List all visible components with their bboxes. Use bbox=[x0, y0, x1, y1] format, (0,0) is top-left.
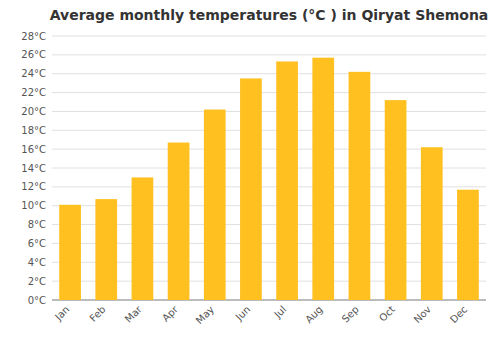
bar bbox=[421, 147, 443, 300]
y-tick-label: 6°C bbox=[28, 238, 46, 249]
bar bbox=[59, 205, 81, 300]
bar bbox=[204, 110, 226, 300]
grid-line bbox=[52, 73, 486, 74]
x-tick-label: Oct bbox=[377, 304, 397, 324]
bar bbox=[132, 177, 154, 300]
bar bbox=[312, 58, 334, 300]
x-tick-label: Jul bbox=[271, 304, 288, 321]
x-tick-label: Jun bbox=[233, 304, 253, 324]
y-tick-label: 28°C bbox=[21, 31, 46, 42]
y-tick-label: 18°C bbox=[21, 125, 46, 136]
y-tick-label: 24°C bbox=[21, 68, 46, 79]
grid-line bbox=[52, 54, 486, 55]
chart: Average monthly temperatures (°C ) in Qi… bbox=[0, 0, 500, 350]
bar bbox=[349, 72, 371, 300]
bar bbox=[457, 190, 479, 300]
x-tick-label: Aug bbox=[303, 304, 325, 326]
bar bbox=[385, 100, 407, 300]
bar bbox=[276, 61, 298, 300]
page: {"chart_data": {"type": "bar", "title": … bbox=[0, 0, 500, 350]
x-tick-label: Nov bbox=[412, 304, 434, 326]
x-axis: Jan Feb Mar Apr May Jun Jul Aug Sep Oct Nov Dec bbox=[52, 303, 469, 326]
y-axis: 0°C 2°C 4°C 6°C 8°C 10°C 12°C 14°C 16°C 18°C 20°C 2… bbox=[21, 31, 46, 306]
grid-line bbox=[52, 130, 486, 131]
y-tick-label: 8°C bbox=[28, 219, 46, 230]
chart-container: Average monthly temperatures (°C ) in Qi… bbox=[0, 0, 500, 350]
x-tick-label: Mar bbox=[123, 303, 145, 325]
y-tick-label: 16°C bbox=[21, 144, 46, 155]
x-tick-label: Apr bbox=[160, 303, 181, 324]
x-tick-label: Feb bbox=[87, 304, 107, 324]
x-tick-label: Jan bbox=[52, 304, 71, 323]
y-tick-label: 22°C bbox=[21, 87, 46, 98]
y-tick-label: 0°C bbox=[28, 295, 46, 306]
y-tick-label: 12°C bbox=[21, 181, 46, 192]
x-tick-label: May bbox=[194, 304, 216, 326]
grid-line bbox=[52, 111, 486, 112]
y-tick-label: 4°C bbox=[28, 257, 46, 268]
bar bbox=[95, 199, 117, 300]
y-tick-label: 10°C bbox=[21, 200, 46, 211]
y-tick-label: 26°C bbox=[21, 49, 46, 60]
x-tick-label: Dec bbox=[448, 304, 469, 325]
y-tick-label: 2°C bbox=[28, 276, 46, 287]
x-tick-label: Sep bbox=[340, 304, 361, 325]
grid-line bbox=[52, 92, 486, 93]
grid-line bbox=[52, 36, 486, 37]
y-tick-label: 14°C bbox=[21, 163, 46, 174]
title: Average monthly temperatures (°C ) in Qi… bbox=[50, 7, 489, 23]
y-tick-label: 20°C bbox=[21, 106, 46, 117]
bar bbox=[168, 143, 190, 300]
bars bbox=[59, 58, 479, 300]
grid bbox=[52, 36, 486, 300]
bar bbox=[240, 78, 262, 300]
